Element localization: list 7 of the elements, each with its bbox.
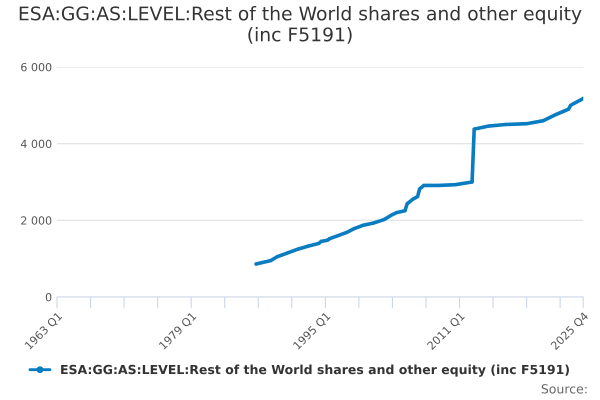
- chart-title: ESA:GG:AS:LEVEL:Rest of the World shares and other equity (inc F5191): [20, 6, 582, 44]
- legend-label: ESA:GG:AS:LEVEL:Rest of the World shares and other equity (inc F5191): [61, 364, 569, 377]
- y-tick-label: 0: [46, 292, 52, 302]
- y-tick-label: 2 000: [21, 216, 52, 225]
- y-tick-label: 4 000: [20, 140, 52, 148]
- y-tick-label: 6 000: [21, 62, 52, 72]
- source-note: Source:: [542, 384, 587, 394]
